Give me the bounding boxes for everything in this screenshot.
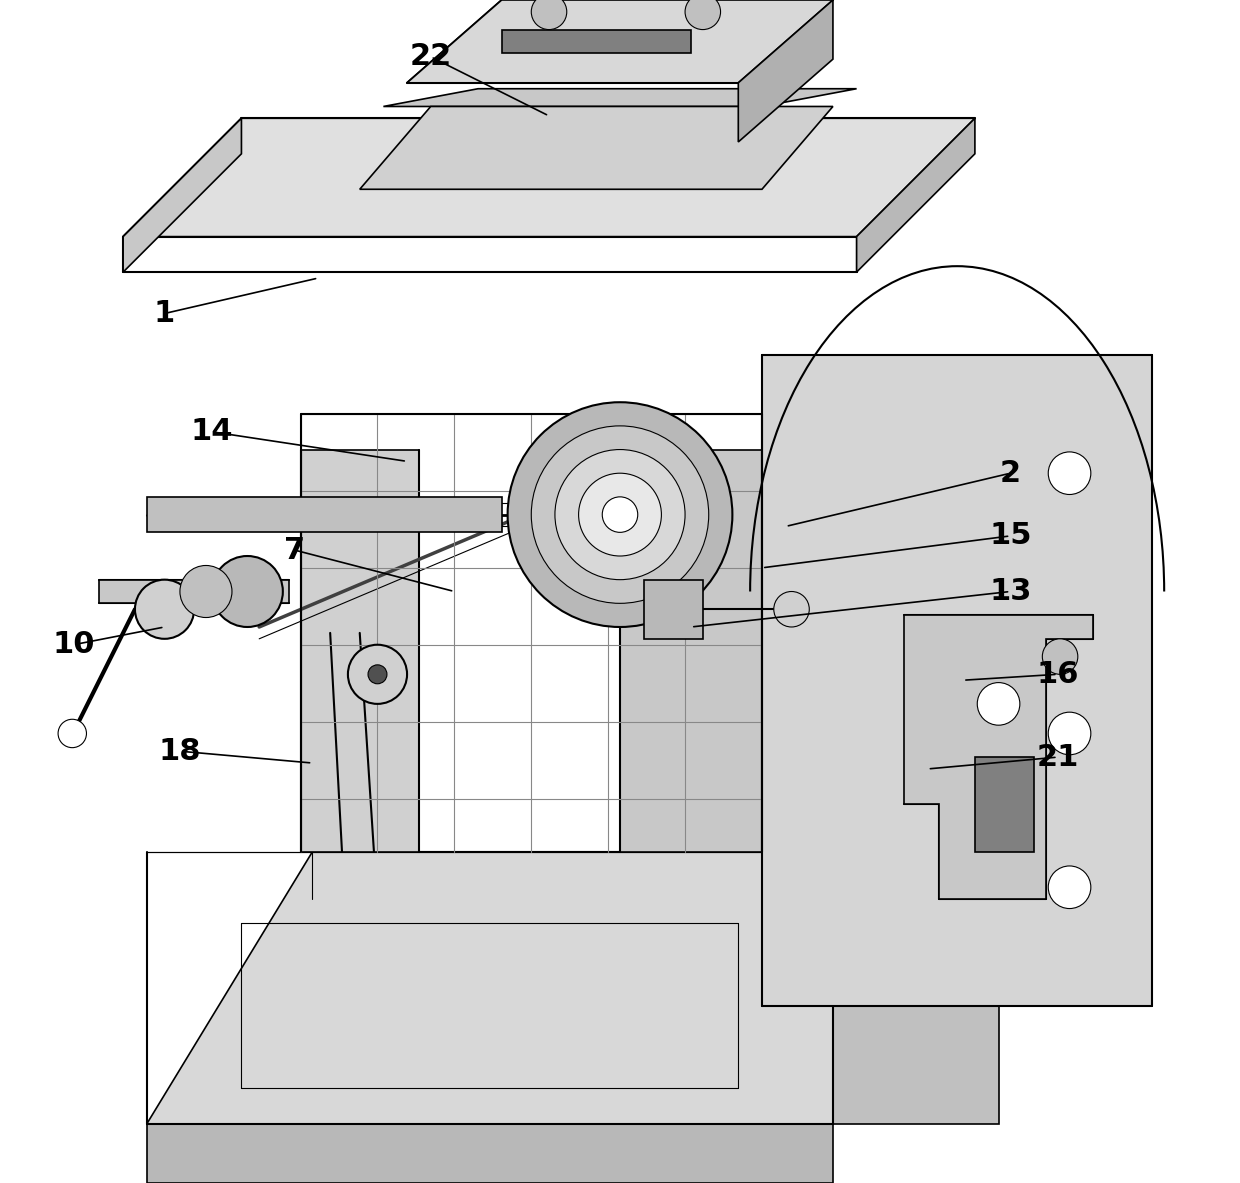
Polygon shape: [146, 1124, 833, 1183]
Circle shape: [180, 565, 232, 618]
Polygon shape: [146, 852, 998, 1124]
Circle shape: [579, 473, 661, 556]
Circle shape: [135, 580, 195, 639]
Polygon shape: [407, 0, 833, 83]
Polygon shape: [644, 580, 703, 639]
Text: 2: 2: [999, 459, 1021, 487]
Circle shape: [507, 402, 733, 627]
Circle shape: [1048, 866, 1091, 909]
Circle shape: [212, 556, 283, 627]
Circle shape: [684, 0, 720, 30]
Polygon shape: [904, 615, 1094, 899]
Polygon shape: [738, 0, 833, 142]
Circle shape: [531, 426, 709, 603]
Circle shape: [1043, 639, 1078, 674]
Polygon shape: [857, 118, 975, 272]
Text: 10: 10: [52, 631, 94, 659]
Text: 13: 13: [990, 577, 1032, 606]
Polygon shape: [300, 450, 419, 852]
Text: 7: 7: [284, 536, 305, 564]
Polygon shape: [146, 497, 502, 532]
Polygon shape: [502, 30, 691, 53]
Polygon shape: [123, 118, 975, 237]
Circle shape: [774, 592, 810, 627]
Circle shape: [368, 665, 387, 684]
Polygon shape: [975, 757, 1034, 852]
Text: 21: 21: [1037, 743, 1079, 771]
Polygon shape: [833, 852, 998, 1124]
Polygon shape: [761, 355, 1152, 1006]
Polygon shape: [360, 106, 833, 189]
Text: 18: 18: [159, 737, 201, 765]
Circle shape: [556, 450, 684, 580]
Circle shape: [348, 645, 407, 704]
Circle shape: [58, 719, 87, 748]
Polygon shape: [123, 118, 242, 272]
Circle shape: [531, 0, 567, 30]
Circle shape: [603, 497, 637, 532]
Text: 14: 14: [191, 418, 233, 446]
Polygon shape: [383, 89, 857, 106]
Text: 16: 16: [1037, 660, 1079, 689]
Circle shape: [977, 683, 1019, 725]
Text: 22: 22: [409, 43, 451, 71]
Polygon shape: [99, 580, 289, 603]
Circle shape: [1048, 712, 1091, 755]
Text: 15: 15: [990, 522, 1032, 550]
Polygon shape: [620, 450, 761, 852]
Text: 1: 1: [154, 299, 175, 328]
Circle shape: [1048, 452, 1091, 494]
